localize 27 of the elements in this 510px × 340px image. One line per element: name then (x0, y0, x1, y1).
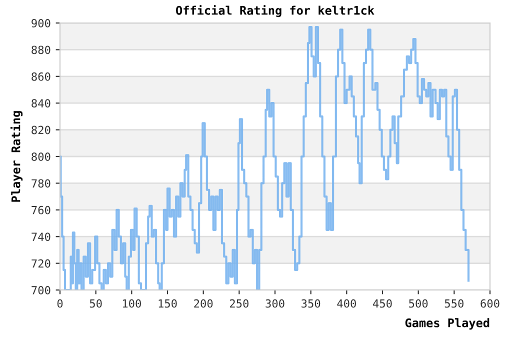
x-tick-label: 450 (373, 299, 392, 308)
x-tick-label: 0 (57, 299, 63, 308)
x-axis-title: Games Played (405, 318, 490, 330)
x-tick-label: 300 (266, 299, 284, 308)
x-tick-label: 150 (158, 299, 177, 308)
y-tick-label: 800 (32, 152, 50, 161)
y-tick-label: 780 (32, 179, 50, 188)
y-axis-title: Player Rating (10, 111, 23, 202)
y-tick-label: 740 (32, 232, 50, 242)
x-tick-label: 600 (480, 299, 500, 308)
y-tick-label: 900 (32, 19, 50, 28)
x-tick-label: 250 (230, 299, 248, 308)
x-tick-label: 50 (90, 299, 102, 308)
x-tick-label: 400 (337, 299, 356, 308)
y-tick-label: 760 (32, 206, 50, 214)
y-tick-label: 880 (32, 46, 50, 54)
y-tick-label: 720 (32, 259, 50, 268)
y-tick-label: 820 (32, 126, 50, 134)
y-tick-label: 840 (32, 99, 50, 108)
x-tick-label: 350 (302, 299, 320, 308)
x-tick-label: 100 (122, 299, 141, 308)
x-tick-label: 550 (444, 299, 464, 308)
x-tick-label: 200 (194, 299, 213, 308)
x-tick-label: 500 (409, 299, 428, 308)
y-tick-label: 860 (32, 72, 50, 81)
chart-title: Official Rating for keltr1ck (176, 5, 374, 18)
y-tick-label: 700 (32, 286, 50, 294)
